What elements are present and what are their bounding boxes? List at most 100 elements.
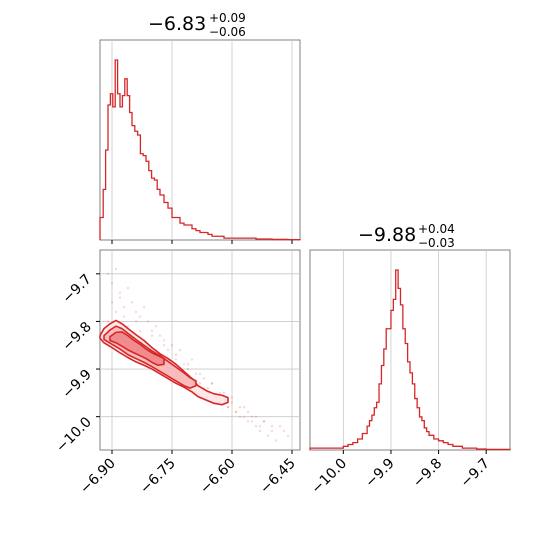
panel-frame [99, 39, 301, 241]
scatter-point [206, 386, 210, 390]
title-param2-lower: −0.03 [418, 236, 455, 250]
x-tick-label-param1: −6.90 [77, 456, 119, 498]
scatter-point [234, 410, 238, 414]
x-tick-label-param2: −9.7 [458, 456, 493, 491]
scatter-point [150, 334, 154, 337]
scatter-point [174, 353, 178, 356]
scatter-point [106, 320, 110, 323]
scatter-point [230, 396, 234, 399]
scatter-point [198, 382, 202, 385]
scatter-point [266, 434, 270, 437]
scatter-point [154, 324, 158, 328]
scatter-point [246, 420, 250, 423]
scatter-point [126, 286, 130, 290]
scatter-point [114, 267, 118, 271]
scatter-point [122, 315, 126, 318]
scatter-point [146, 320, 150, 323]
scatter-point [126, 324, 130, 328]
scatter-point [138, 315, 142, 318]
scatter-point [262, 420, 266, 423]
scatter-point [250, 415, 254, 418]
x-tick-label-param2: −9.8 [410, 456, 445, 491]
scatter-point [258, 429, 262, 433]
scatter-point [242, 405, 246, 409]
scatter-point [142, 305, 146, 309]
title-param2: −9.88 [358, 224, 416, 246]
scatter-point [134, 320, 138, 323]
grid-lines [342, 250, 487, 450]
title-param2-upper: +0.04 [418, 222, 455, 236]
scatter-point [270, 424, 274, 428]
scatter-point [130, 301, 134, 304]
scatter-point [286, 434, 290, 437]
scatter-point [150, 329, 154, 333]
histogram-param1 [99, 59, 301, 241]
scatter-point [118, 296, 122, 299]
scatter-point [226, 405, 230, 409]
scatter-point [162, 344, 166, 347]
scatter-point [226, 405, 230, 409]
scatter-point [114, 310, 118, 314]
scatter-point [186, 367, 190, 371]
scatter-point [110, 301, 114, 304]
scatter-point [250, 420, 254, 423]
histogram-param2 [309, 269, 511, 451]
scatter-point [242, 415, 246, 418]
scatter-point [190, 358, 194, 361]
x-tick-label-param1: −6.45 [257, 456, 299, 498]
scatter-point [174, 358, 178, 361]
panel-hist-param1 [99, 39, 301, 241]
scatter-point [166, 348, 170, 352]
scatter-point [278, 424, 282, 428]
panel-hist-param2 [309, 249, 511, 451]
grid-lines [111, 40, 293, 240]
scatter-point [238, 415, 242, 418]
scatter-point [258, 424, 262, 428]
y-tick-label-param2: −9.7 [59, 271, 94, 306]
scatter-points [102, 267, 290, 442]
scatter-point [218, 391, 222, 395]
scatter-point [106, 272, 110, 276]
scatter-point [170, 344, 174, 347]
scatter-point [194, 372, 198, 376]
scatter-point [222, 391, 226, 395]
scatter-point [186, 363, 190, 366]
x-tick-label-param1: −6.75 [137, 456, 179, 498]
scatter-point [270, 429, 274, 433]
title-param1-lower: −0.06 [209, 25, 246, 39]
scatter-point [198, 372, 202, 376]
scatter-point [182, 363, 186, 366]
scatter-point [254, 415, 258, 418]
panel-frame [309, 249, 511, 451]
density-contours [99, 319, 229, 406]
scatter-point [238, 405, 242, 409]
x-tick-label-param2: −9.9 [362, 456, 397, 491]
scatter-point [138, 329, 142, 333]
scatter-point [110, 282, 114, 285]
scatter-point [134, 310, 138, 314]
title-param1-upper: +0.09 [209, 11, 246, 25]
y-tick-label-param2: −9.9 [59, 367, 94, 402]
scatter-point [162, 339, 166, 342]
scatter-point [210, 382, 214, 385]
scatter-point [230, 401, 234, 404]
grid-lines [100, 250, 300, 450]
x-tick-label-param1: −6.60 [197, 456, 239, 498]
scatter-point [234, 410, 238, 414]
x-tick-label-param2: −10.0 [309, 456, 351, 498]
scatter-point [246, 410, 250, 414]
scatter-point [118, 291, 122, 295]
scatter-point [254, 424, 258, 428]
scatter-point [262, 420, 266, 423]
scatter-point [178, 348, 182, 352]
scatter-point [274, 439, 278, 442]
y-tick-label-param2: −9.8 [59, 319, 94, 354]
scatter-point [210, 382, 214, 385]
y-tick-label-param2: −10.0 [53, 414, 95, 456]
scatter-point [202, 377, 206, 380]
scatter-point [122, 305, 126, 309]
title-param1-median: −6.83 [148, 13, 206, 35]
title-param2-median: −9.88 [358, 224, 416, 246]
title-param1: −6.83 [148, 13, 206, 35]
